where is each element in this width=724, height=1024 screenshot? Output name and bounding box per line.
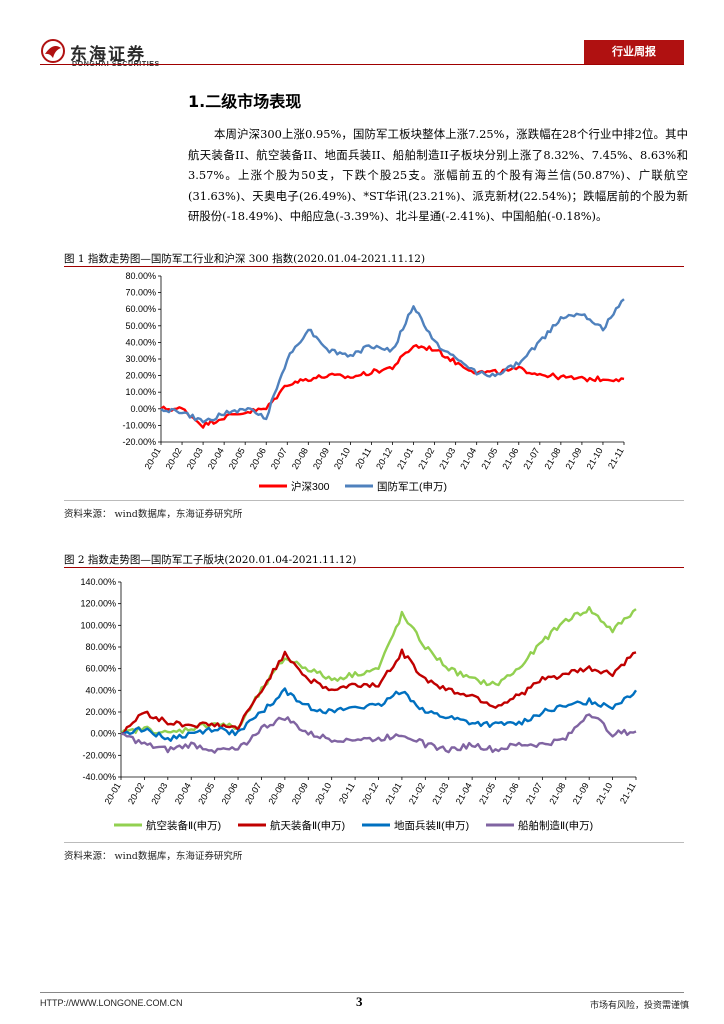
y-tick-label: 50.00% [125, 321, 156, 331]
x-tick-label: 20-05 [196, 781, 216, 806]
y-tick-label: 20.00% [125, 371, 156, 381]
footer-disclaimer: 市场有风险，投资需谨慎 [590, 1001, 690, 1011]
x-tick-label: 20-03 [185, 446, 205, 471]
series-line-2 [120, 648, 637, 735]
series-line-1 [120, 606, 637, 735]
series-line-4 [120, 713, 637, 754]
section-title: 1.二级市场表现 [188, 92, 302, 111]
y-tick-label: 80.00% [85, 642, 116, 652]
x-tick-label: 21-08 [547, 781, 567, 806]
x-tick-label: 20-04 [173, 781, 193, 806]
series-line-2 [160, 298, 625, 424]
y-tick-label: 0.00% [90, 729, 116, 739]
legend-label-3: 地面兵装Ⅱ(申万) [394, 819, 469, 832]
x-tick-label: 21-09 [563, 446, 583, 471]
x-tick-label: 20-06 [220, 781, 240, 806]
x-tick-label: 21-04 [454, 781, 474, 806]
y-tick-label: -20.00% [82, 750, 116, 760]
x-tick-label: 20-03 [149, 781, 169, 806]
y-tick-label: 100.00% [80, 620, 116, 630]
x-tick-label: 20-12 [360, 781, 380, 806]
x-tick-label: 21-04 [458, 446, 478, 471]
figure1-chart: -20.00% -10.00% 0.00% 10.00% 20.00% 30.00% 40.… [122, 271, 626, 493]
x-tick-label: 20-06 [248, 446, 268, 471]
x-tick-label: 21-03 [437, 446, 457, 471]
x-tick-label: 21-10 [585, 446, 605, 471]
x-tick-label: 21-06 [500, 446, 520, 471]
report-type-badge: 行业周报 [584, 40, 684, 64]
x-tick-label: 21-07 [521, 446, 541, 471]
series-line-1 [160, 344, 625, 429]
x-tick-label: 20-11 [353, 446, 373, 470]
y-tick-label: 60.00% [125, 304, 156, 314]
legend-label-2: 航天装备Ⅱ(申万) [270, 819, 345, 832]
y-tick-label: 80.00% [125, 271, 156, 281]
x-tick-label: 20-01 [143, 446, 163, 471]
x-tick-label: 21-02 [416, 446, 436, 471]
x-tick-label: 20-09 [311, 446, 331, 471]
y-tick-label: 30.00% [125, 354, 156, 364]
x-tick-label: 21-05 [477, 781, 497, 806]
y-tick-label: 70.00% [125, 288, 156, 298]
x-tick-label: 21-02 [407, 781, 427, 806]
y-tick-label: -20.00% [122, 437, 156, 447]
x-tick-label: 21-05 [479, 446, 499, 471]
y-tick-label: -10.00% [122, 420, 156, 430]
y-tick-label: 140.00% [80, 577, 116, 587]
legend-label-4: 船舶制造Ⅱ(申万) [518, 819, 593, 832]
x-tick-label: 20-02 [164, 446, 184, 471]
x-tick-label: 20-10 [313, 781, 333, 806]
x-tick-label: 20-05 [227, 446, 247, 471]
x-tick-label: 20-01 [103, 781, 123, 806]
x-tick-label: 21-07 [524, 781, 544, 806]
legend-label-2: 国防军工(申万) [377, 480, 447, 493]
footer-divider [40, 992, 684, 993]
y-tick-label: 40.00% [85, 685, 116, 695]
figure1-bottom-rule [64, 500, 684, 501]
figure1-title: 图 1 指数走势图—国防军工行业和沪深 300 指数(2020.01.04-20… [64, 253, 426, 265]
figure2-source: 资料来源： wind数据库，东海证券研究所 [64, 851, 243, 862]
figure2-chart: -40.00% -20.00% 0.00% 20.00% 40.00% 60.00% 80.… [80, 577, 638, 832]
x-tick-label: 21-11 [606, 446, 626, 470]
figure2-rule [64, 567, 684, 568]
footer-url[interactable]: HTTP://WWW.LONGONE.COM.CN [40, 998, 183, 1008]
x-tick-label: 21-01 [395, 446, 415, 471]
x-tick-label: 20-12 [374, 446, 394, 471]
legend-label-1: 沪深300 [291, 480, 330, 493]
y-tick-label: 0.00% [130, 404, 156, 414]
x-tick-label: 20-07 [269, 446, 289, 471]
y-tick-label: 40.00% [125, 337, 156, 347]
y-tick-label: 20.00% [85, 707, 116, 717]
header-divider [40, 64, 684, 65]
figure1-rule [64, 266, 684, 267]
x-tick-label: 21-10 [594, 781, 614, 806]
figure1-source: 资料来源： wind数据库，东海证券研究所 [64, 509, 243, 520]
page-number: 3 [356, 994, 363, 1009]
y-tick-label: -40.00% [82, 772, 116, 782]
y-tick-label: 10.00% [125, 387, 156, 397]
logo-text-cn: 东海证券 [70, 45, 146, 65]
x-tick-label: 21-09 [571, 781, 591, 806]
section-paragraph: 本周沪深300上涨0.95%，国防军工板块整体上涨7.25%，涨跌幅在28个行业… [188, 127, 688, 223]
x-tick-label: 21-08 [542, 446, 562, 471]
x-tick-label: 20-08 [266, 781, 286, 806]
y-tick-label: 120.00% [80, 599, 116, 609]
figure2-bottom-rule [64, 842, 684, 843]
x-tick-label: 20-07 [243, 781, 263, 806]
series-line-3 [120, 687, 637, 742]
x-tick-label: 20-04 [206, 446, 226, 471]
x-tick-label: 20-08 [290, 446, 310, 471]
x-tick-label: 21-03 [430, 781, 450, 806]
x-tick-label: 20-11 [337, 781, 357, 805]
x-tick-label: 20-09 [290, 781, 310, 806]
x-tick-label: 20-10 [332, 446, 352, 471]
figure2-title: 图 2 指数走势图—国防军工子版块(2020.01.04-2021.11.12) [64, 554, 357, 566]
x-tick-label: 21-06 [501, 781, 521, 806]
x-tick-label: 21-01 [383, 781, 403, 806]
y-tick-label: 60.00% [85, 664, 116, 674]
x-tick-label: 21-11 [618, 781, 638, 805]
legend-label-1: 航空装备Ⅱ(申万) [146, 819, 221, 832]
logo-icon [41, 39, 65, 63]
x-tick-label: 20-02 [126, 781, 146, 806]
